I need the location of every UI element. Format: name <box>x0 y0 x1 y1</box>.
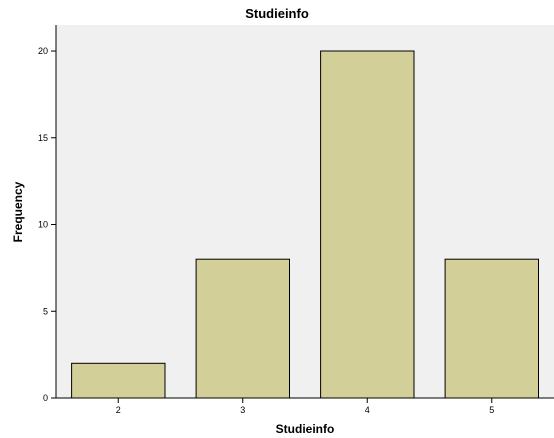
x-axis: 2 3 4 5 <box>56 397 554 415</box>
bar-3 <box>195 258 291 399</box>
x-tick-label-4: 4 <box>365 405 370 415</box>
x-tick-label-5: 5 <box>489 405 494 415</box>
y-axis-label: Frequency <box>11 181 25 242</box>
bars-group <box>71 50 540 399</box>
bar-2 <box>71 362 166 399</box>
y-tick-label-10: 10 <box>38 220 48 230</box>
x-tick-label-3: 3 <box>240 405 245 415</box>
y-tick-label-0: 0 <box>43 393 48 403</box>
y-tick-label-15: 15 <box>38 133 48 143</box>
y-tick-label-20: 20 <box>38 46 48 56</box>
y-tick-label-5: 5 <box>43 306 48 316</box>
bar-4 <box>320 50 415 399</box>
chart-title: Studieinfo <box>245 6 309 21</box>
x-tick-label-2: 2 <box>116 405 121 415</box>
y-axis: 0 5 10 15 20 <box>38 25 57 403</box>
x-axis-label: Studieinfo <box>276 422 335 436</box>
bar-5 <box>444 258 540 399</box>
